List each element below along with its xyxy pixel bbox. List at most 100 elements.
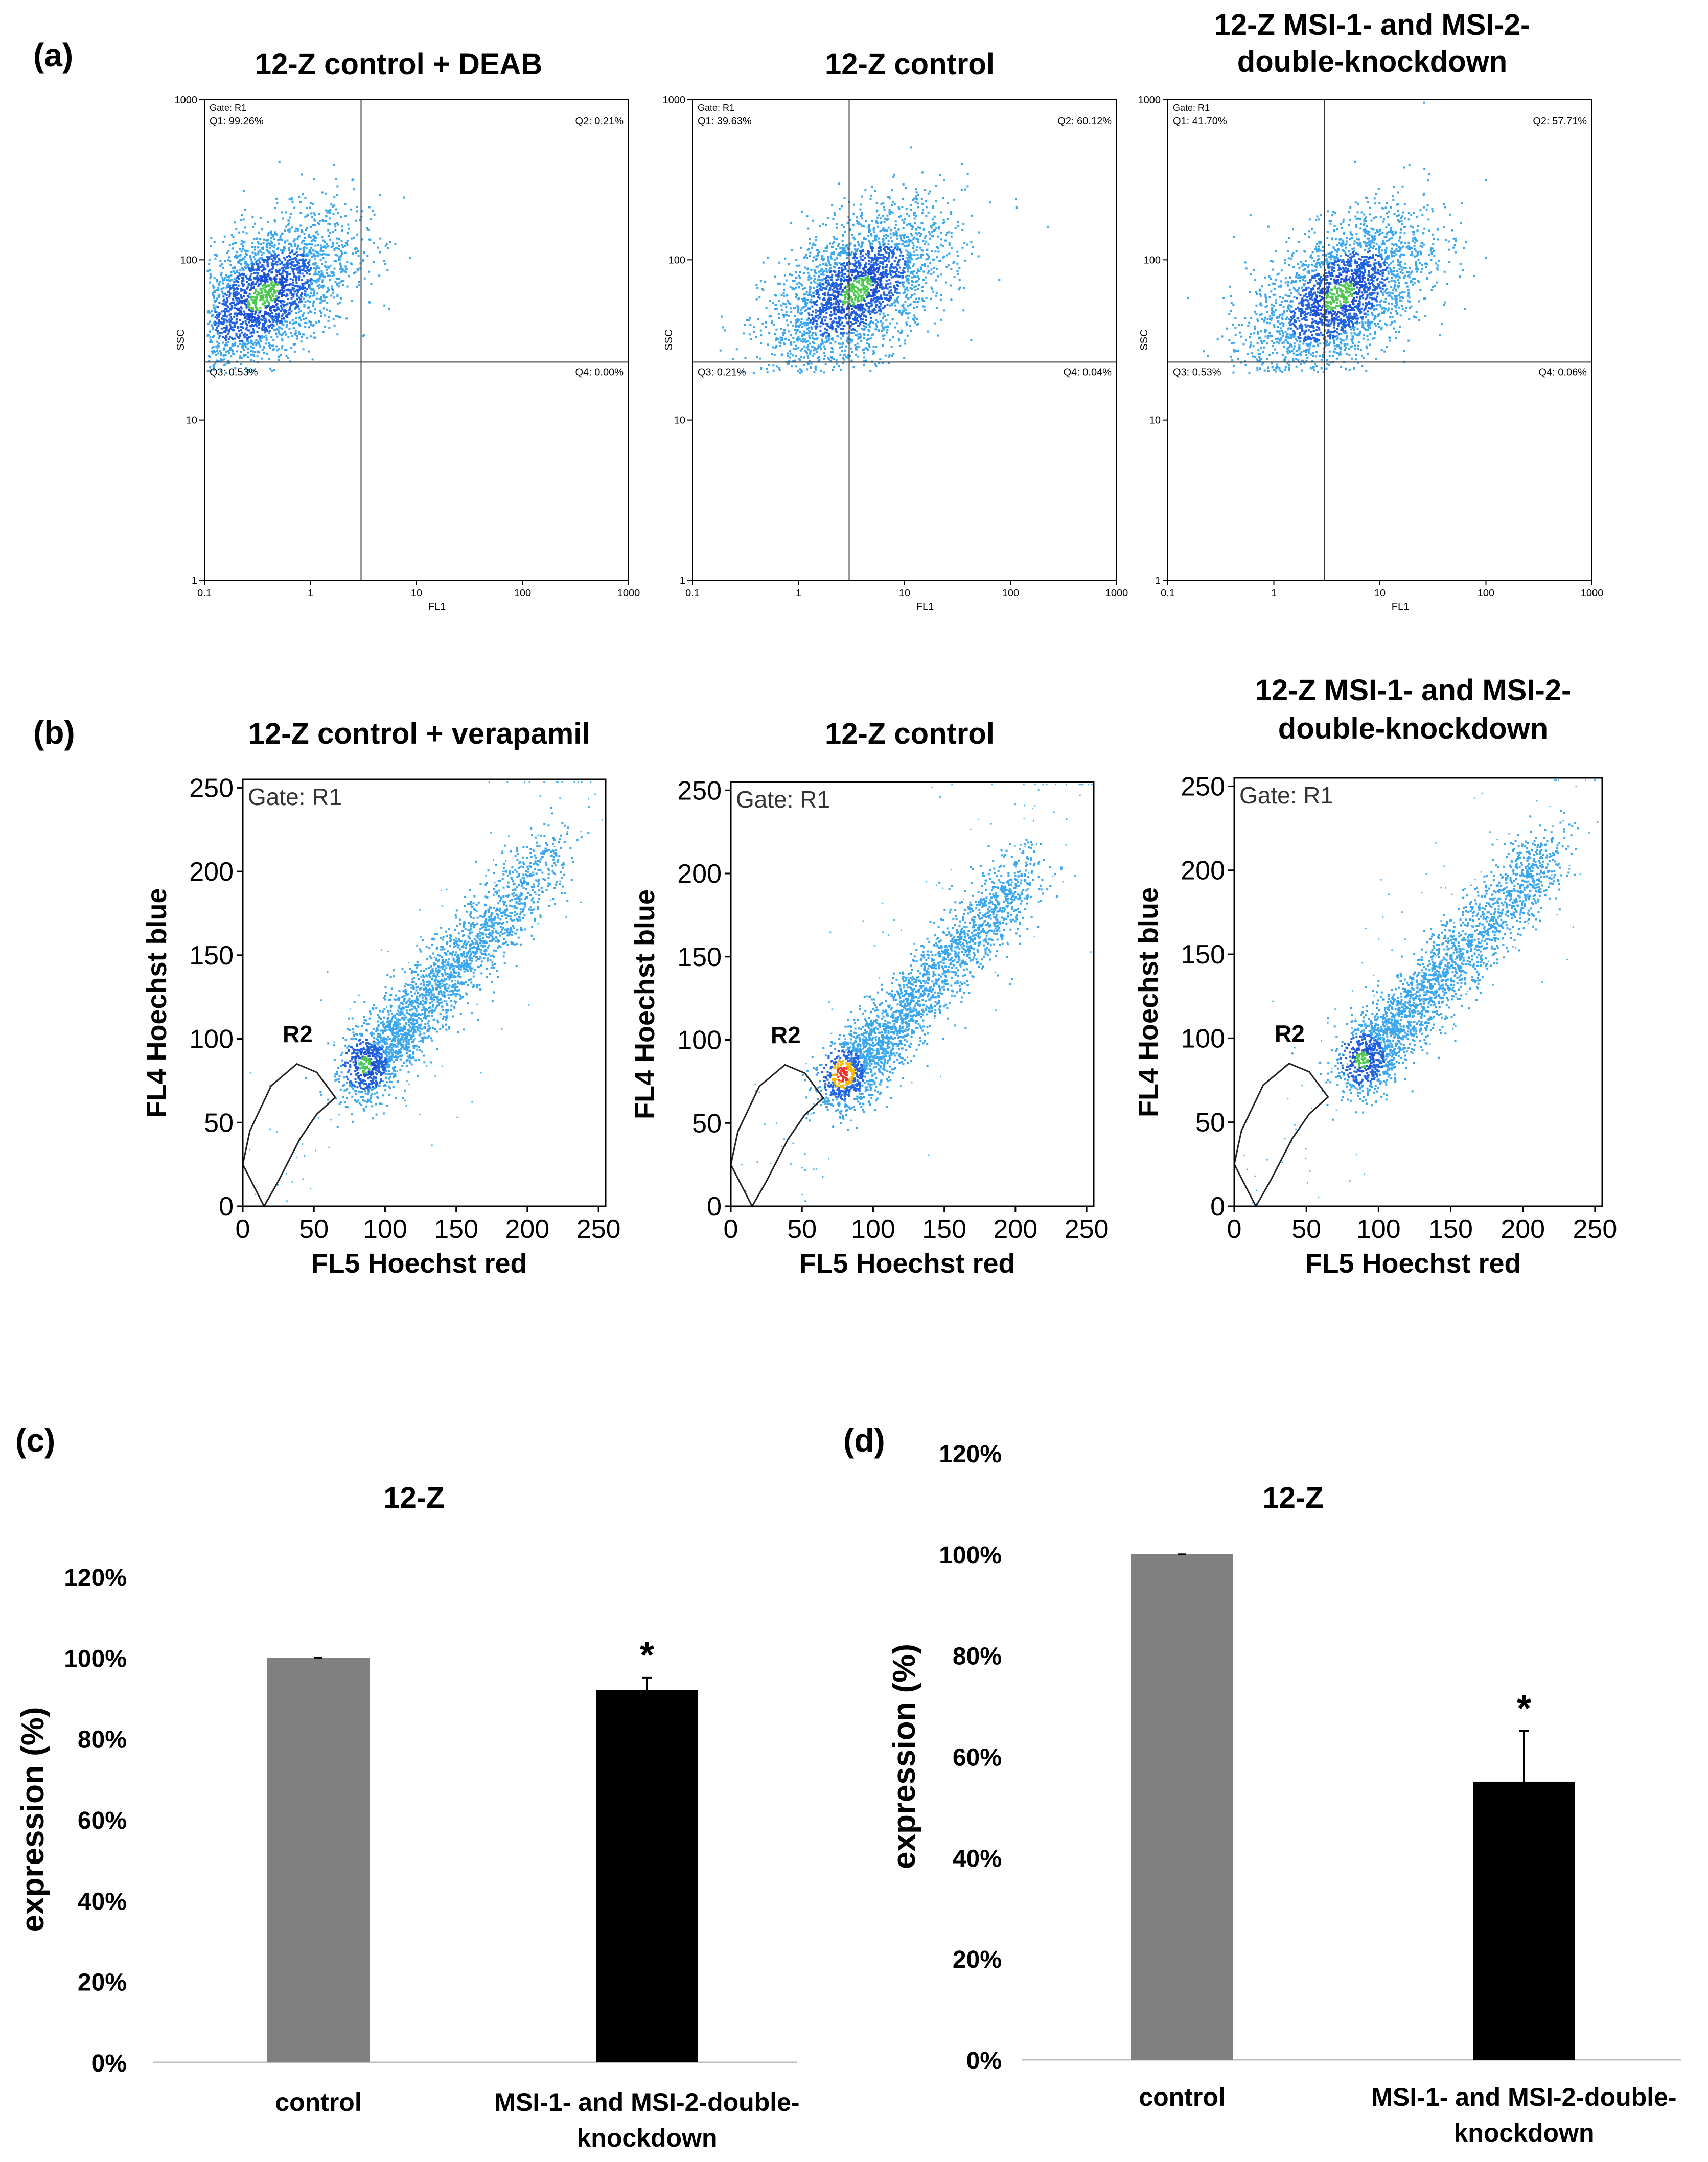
event-dot <box>833 253 835 256</box>
event-dot <box>276 261 279 263</box>
event-dot <box>232 295 235 298</box>
event-dot <box>308 350 310 353</box>
event-dot <box>823 250 826 252</box>
event-dot <box>903 281 905 284</box>
event-dot <box>259 266 262 268</box>
event-dot <box>216 347 219 350</box>
event-dot <box>225 351 227 353</box>
event-dot <box>300 300 303 303</box>
event-dot <box>880 221 883 223</box>
event-dot <box>263 347 266 350</box>
event-dot <box>916 268 919 271</box>
event-dot <box>834 262 836 264</box>
event-dot <box>255 344 258 347</box>
event-dot <box>304 282 307 285</box>
event-dot <box>862 238 865 240</box>
event-dot <box>239 355 242 358</box>
event-dot <box>243 295 245 297</box>
event-dot <box>880 246 882 249</box>
event-dot <box>930 225 932 227</box>
event-dot <box>896 299 898 302</box>
event-dot <box>214 316 217 318</box>
event-dot <box>900 237 903 239</box>
event-dot <box>297 245 299 247</box>
event-dot <box>249 297 252 300</box>
event-dot <box>229 284 232 287</box>
event-dot <box>826 325 829 327</box>
event-dot <box>216 280 218 282</box>
event-dot <box>832 338 834 341</box>
event-dot <box>235 254 237 257</box>
event-dot <box>940 243 942 246</box>
event-dot <box>914 285 917 288</box>
event-dot <box>252 287 255 289</box>
event-dot <box>848 287 851 290</box>
event-dot <box>228 352 230 354</box>
event-dot <box>893 247 896 249</box>
event-dot <box>250 342 253 345</box>
event-dot <box>907 265 910 267</box>
event-dot <box>240 250 243 253</box>
event-dot <box>238 311 241 314</box>
event-dot <box>806 248 809 251</box>
event-dot <box>227 279 230 282</box>
event-dot <box>319 249 322 252</box>
event-dot <box>805 351 807 353</box>
event-dot <box>812 310 814 313</box>
event-dot <box>306 253 308 256</box>
event-dot <box>872 284 874 287</box>
event-dot <box>820 311 823 314</box>
event-dot <box>847 294 849 296</box>
event-dot <box>1365 298 1367 301</box>
event-dot <box>264 286 266 289</box>
event-dot <box>314 236 317 238</box>
event-dot <box>310 288 312 291</box>
event-dot <box>302 333 304 336</box>
event-dot <box>353 272 355 274</box>
event-dot <box>921 286 924 288</box>
event-dot <box>895 291 898 294</box>
event-dot <box>272 234 275 236</box>
event-dot <box>321 273 324 276</box>
event-dot <box>916 306 918 308</box>
event-dot <box>240 339 243 342</box>
event-dot <box>826 271 829 273</box>
event-dot <box>790 365 793 368</box>
event-dot <box>892 294 894 296</box>
event-dot <box>822 259 824 261</box>
event-dot <box>274 309 276 312</box>
event-dot <box>865 319 867 321</box>
event-dot <box>912 272 914 275</box>
event-dot <box>218 312 221 314</box>
event-dot <box>852 318 855 320</box>
event-dot <box>277 320 280 323</box>
event-dot <box>849 321 852 324</box>
event-dot <box>850 340 853 343</box>
event-dot <box>252 369 255 372</box>
event-dot <box>329 232 331 234</box>
event-dot <box>338 285 341 288</box>
event-dot <box>307 307 310 309</box>
event-dot <box>341 270 344 273</box>
event-dot <box>242 342 244 345</box>
event-dot <box>777 282 779 285</box>
event-dot <box>871 242 874 245</box>
event-dot <box>834 317 836 320</box>
event-dot <box>240 363 242 365</box>
event-dot <box>1275 302 1277 304</box>
event-dot <box>881 324 883 327</box>
event-dot <box>809 321 812 324</box>
event-dot <box>262 295 264 297</box>
event-dot <box>234 367 237 370</box>
event-dot <box>208 370 211 373</box>
event-dot <box>245 326 248 329</box>
event-dot <box>834 263 837 266</box>
event-dot <box>838 270 840 272</box>
event-dot <box>256 325 258 328</box>
event-dot <box>810 326 813 329</box>
event-dot <box>311 282 314 284</box>
event-dot <box>262 296 265 299</box>
event-dot <box>910 233 912 235</box>
